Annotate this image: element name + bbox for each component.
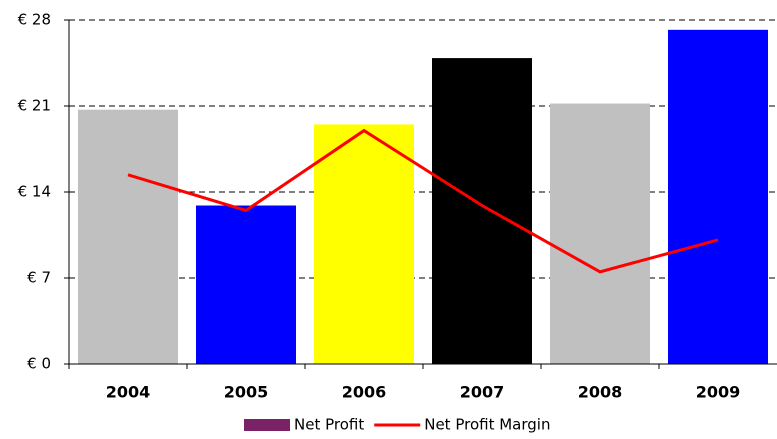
bar [196,205,296,364]
bar [78,109,178,364]
y-tick-label: € 21 [18,97,51,115]
y-tick-label: € 0 [27,355,51,373]
y-tick-label: € 14 [18,183,51,201]
bar [432,58,532,364]
x-tick-label: 2008 [578,383,623,402]
legend-swatch [244,419,290,431]
x-tick-label: 2007 [460,383,505,402]
y-tick-label: € 7 [27,269,51,287]
bar [314,124,414,364]
bar [550,103,650,365]
line [127,128,719,274]
x-tick-label: 2006 [342,383,387,402]
legend-label: Net Profit Margin [424,416,550,434]
legend-label: Net Profit [294,416,364,434]
bar [668,29,768,364]
x-tick-label: 2005 [224,383,269,402]
x-tick-label: 2004 [106,383,151,402]
x-tick-label: 2009 [696,383,741,402]
y-tick-label: € 28 [18,11,51,29]
